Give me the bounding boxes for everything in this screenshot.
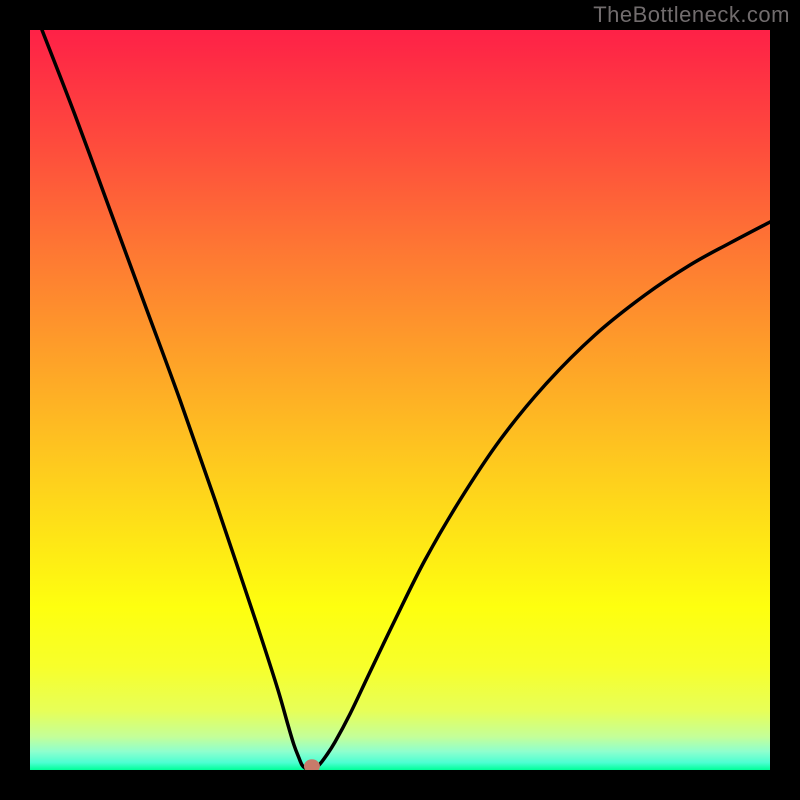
chart-background — [30, 30, 770, 770]
watermark-text: TheBottleneck.com — [593, 2, 790, 28]
chart-svg — [30, 30, 770, 770]
chart-plot-area — [30, 30, 770, 770]
